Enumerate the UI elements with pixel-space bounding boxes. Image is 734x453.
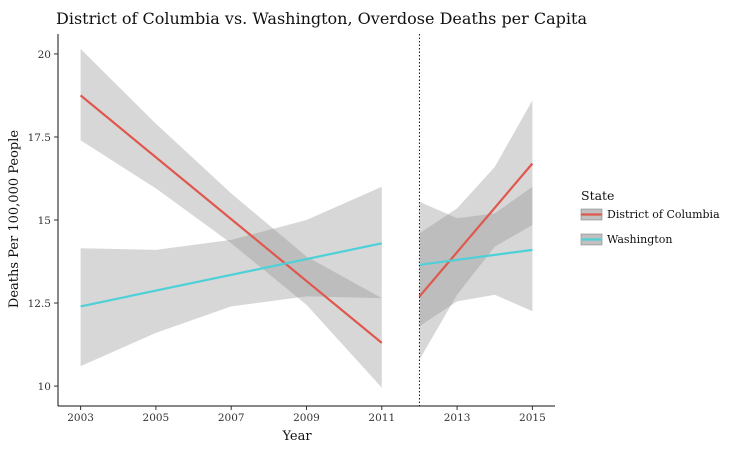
y-tick-label: 12.5: [28, 298, 51, 310]
y-ticks: 10 12.5 15 17.5 20: [28, 49, 58, 393]
y-axis-title: Deaths Per 100,000 People: [7, 130, 22, 309]
series-line-0-segment-1: [418, 162, 534, 298]
y-tick-label: 17.5: [28, 132, 51, 144]
legend: State District of Columbia Washington: [580, 188, 720, 246]
x-tick-label: 2003: [67, 412, 94, 424]
confidence-bands: [80, 48, 533, 388]
series-line-0-segment-0: [79, 94, 383, 344]
y-tick-label: 15: [38, 215, 51, 227]
chart-title: District of Columbia vs. Washington, Ove…: [56, 9, 587, 28]
legend-title: State: [581, 188, 614, 203]
x-tick-label: 2015: [519, 412, 546, 424]
y-tick-label: 20: [38, 49, 51, 61]
x-tick-label: 2013: [444, 412, 471, 424]
y-tick-label: 10: [38, 381, 51, 393]
series-line-1-segment-0: [80, 242, 383, 308]
x-tick-label: 2009: [293, 412, 320, 424]
series-line-1-segment-1: [419, 248, 533, 266]
x-tick-label: 2005: [143, 412, 170, 424]
legend-label-0: District of Columbia: [607, 208, 720, 221]
series-lines: [79, 94, 534, 344]
legend-label-1: Washington: [607, 233, 672, 246]
axes: 2003 2005 2007 2009 2011 2013 2015 10 12.5 15 17.…: [28, 34, 555, 424]
x-tick-label: 2007: [218, 412, 245, 424]
x-axis-title: Year: [281, 429, 312, 444]
x-ticks: 2003 2005 2007 2009 2011 2013 2015: [67, 406, 546, 424]
ci-band-series-1-segment-0: [80, 186, 382, 367]
x-tick-label: 2011: [368, 412, 395, 424]
plot-area: [79, 34, 534, 406]
